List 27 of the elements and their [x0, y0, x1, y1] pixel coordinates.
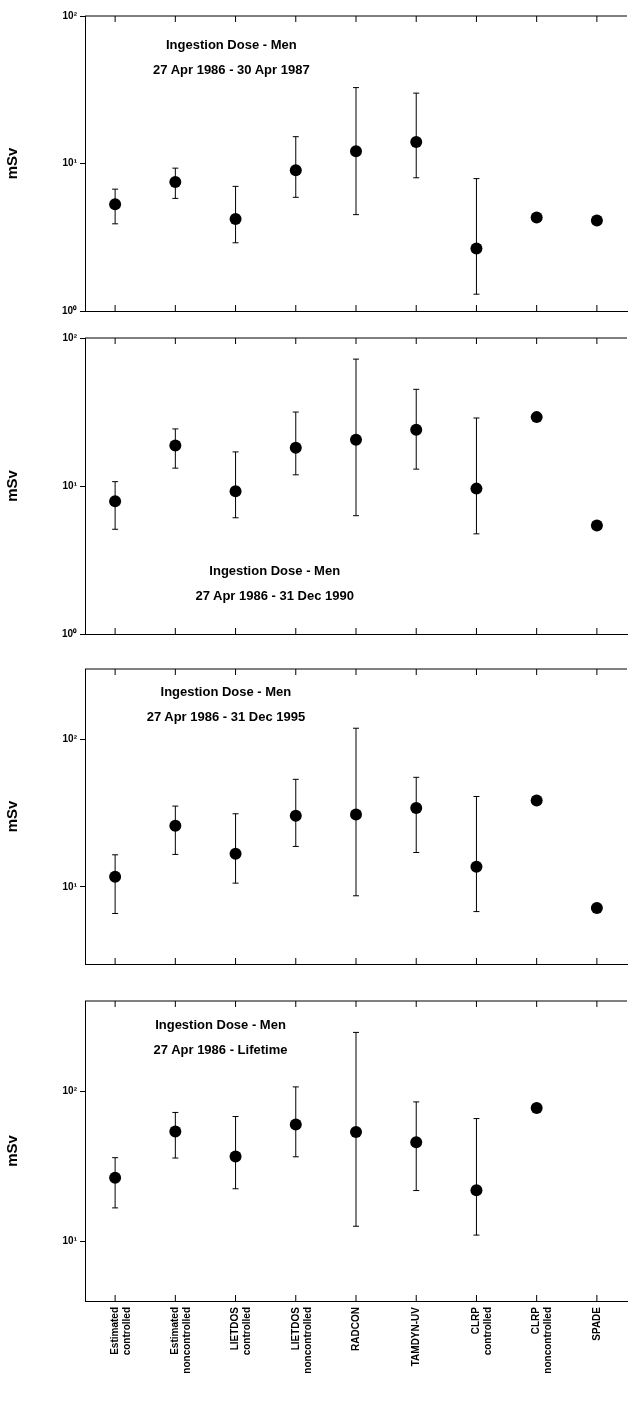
y-tick-label: 10² — [62, 331, 78, 343]
y-axis-title: mSv — [3, 800, 21, 833]
y-tick-label: 10⁰ — [61, 627, 77, 639]
x-tick-label: SPADE — [590, 1306, 602, 1341]
x-tick-label: TAMDYN-UV — [409, 1306, 421, 1367]
y-tick-label: 10¹ — [62, 1235, 78, 1247]
y-tick-label: 10¹ — [62, 479, 78, 491]
x-tick-label: RADCON — [349, 1307, 361, 1351]
x-tick-label: Estimated controlled — [108, 1307, 132, 1356]
y-tick-label: 10² — [62, 9, 78, 21]
y-axis-title: mSv — [3, 1134, 21, 1167]
text: 27 Apr 1986 - 30 Apr 1987 — [153, 62, 310, 78]
y-tick-label: 10¹ — [62, 880, 78, 892]
y-tick-label: 10² — [62, 1085, 78, 1097]
y-tick-label: 10² — [62, 733, 78, 745]
text: Ingestion Dose - Men — [160, 684, 292, 700]
text: Ingestion Dose - Men — [209, 563, 341, 579]
y-tick-label: 10¹ — [62, 157, 78, 169]
text: 27 Apr 1986 - 31 Dec 1990 — [195, 588, 354, 604]
text: 27 Apr 1986 - 31 Dec 1995 — [146, 709, 306, 725]
y-tick-label: 10⁰ — [61, 304, 77, 316]
x-tick-label: CLRP controlled — [470, 1306, 494, 1356]
y-axis-title: mSv — [3, 469, 21, 502]
text: Ingestion Dose - Men — [155, 1016, 286, 1032]
text: Ingestion Dose - Men — [165, 37, 297, 53]
text: 27 Apr 1986 - Lifetime — [153, 1041, 288, 1057]
y-axis-title: mSv — [3, 147, 21, 180]
